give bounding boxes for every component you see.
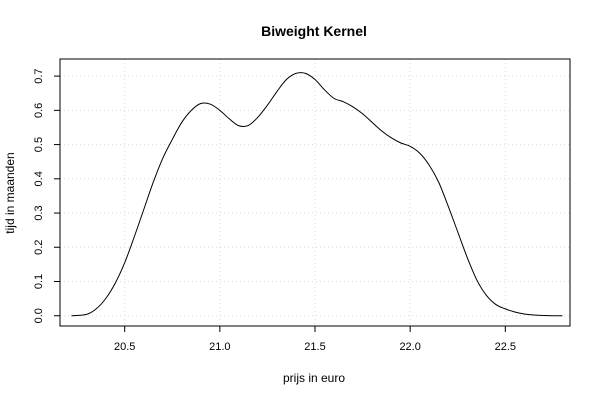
x-axis: 20.5 21.0 21.5 22.0 22.5 bbox=[114, 325, 516, 353]
x-tick-label: 22.5 bbox=[495, 341, 516, 353]
y-axis-label: tijd in maanden bbox=[3, 152, 17, 233]
x-tick-label: 22.0 bbox=[399, 341, 420, 353]
x-tick-label: 21.0 bbox=[209, 341, 230, 353]
density-curve bbox=[71, 72, 563, 317]
x-tick-label: 21.5 bbox=[304, 341, 325, 353]
y-tick-label: 0.2 bbox=[33, 240, 45, 255]
y-tick-label: 0.3 bbox=[33, 205, 45, 220]
x-tick-label: 20.5 bbox=[114, 341, 135, 353]
y-tick-label: 0.1 bbox=[33, 274, 45, 289]
y-axis: 0.0 0.1 0.2 0.3 0.4 0.5 0.6 0.7 bbox=[33, 68, 61, 323]
x-axis-label: prijs in euro bbox=[283, 371, 345, 385]
y-tick-label: 0.7 bbox=[33, 68, 45, 83]
y-tick-label: 0.4 bbox=[33, 171, 45, 186]
y-tick-label: 0.6 bbox=[33, 103, 45, 118]
grid bbox=[60, 59, 570, 326]
chart-title: Biweight Kernel bbox=[261, 23, 367, 39]
y-tick-label: 0.0 bbox=[33, 308, 45, 323]
y-tick-label: 0.5 bbox=[33, 137, 45, 152]
